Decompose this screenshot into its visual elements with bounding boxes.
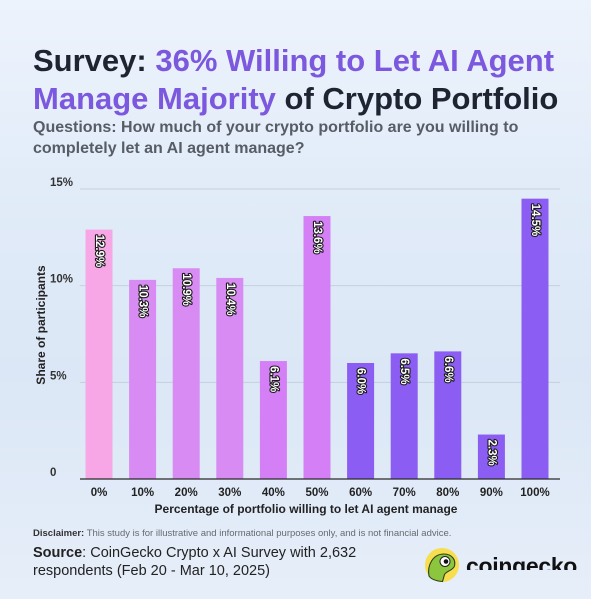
logo-wordmark: coingecko (466, 553, 578, 570)
bar (477, 434, 505, 479)
y-tick-label: 10% (50, 274, 73, 286)
bar (434, 351, 462, 479)
coingecko-gecko-icon (425, 548, 459, 583)
title-segment-highlight: 36% Willing to Let AI Agent (155, 43, 555, 78)
bar (172, 268, 200, 479)
bar-data-label: 6.1% (267, 366, 279, 392)
y-axis-title: Share of participants (34, 265, 48, 385)
y-tick-label: 0 (50, 467, 56, 479)
bar-data-label: 13.6% (311, 221, 323, 254)
x-tick-label: 90% (480, 487, 503, 499)
x-tick-label: 30% (218, 487, 241, 499)
x-tick-label: 10% (131, 487, 154, 499)
bar (347, 363, 375, 479)
source-label: Source (33, 545, 83, 561)
x-axis-title: Percentage of portfolio willing to let A… (155, 502, 458, 516)
y-tick-label: 15% (50, 177, 73, 189)
bar-data-label: 12.9% (93, 235, 105, 268)
bar (259, 361, 287, 479)
x-tick-label: 40% (262, 487, 285, 499)
y-tick-label: 5% (50, 370, 67, 382)
bar (129, 279, 157, 479)
source-note: Source: CoinGecko Crypto x AI Survey wit… (33, 544, 393, 580)
bar-data-label: 10.3% (137, 285, 149, 318)
x-tick-label: 100% (520, 487, 549, 499)
bar-data-label: 10.4% (224, 283, 236, 316)
bar-data-label: 6.5% (398, 358, 410, 384)
disclaimer-text: This study is for illustrative and infor… (84, 528, 452, 539)
bar-data-label: 14.5% (529, 204, 541, 237)
bar-data-label: 10.9% (180, 273, 192, 306)
title-segment-survey: Survey: (33, 43, 156, 78)
source-text: : CoinGecko Crypto x AI Survey with 2,63… (33, 545, 357, 579)
bar (303, 216, 331, 480)
logo-wordmark-clip: coingecko (466, 553, 586, 570)
x-tick-label: 80% (436, 487, 459, 499)
disclaimer: Disclaimer: This study is for illustrati… (33, 528, 451, 540)
axes: 0 5% 10% 15% 0% 10% 20% 30% 40% 50% 60% 70% 80% 90% 10… (50, 177, 560, 499)
logo-gecko-pupil (443, 559, 449, 564)
bar (216, 277, 244, 479)
bar (85, 229, 113, 479)
bar-data-label: 6.0% (355, 368, 367, 394)
bars: 12.9% 10.3% 10.9% 10.4% 6.1% 13.6% 6.0% 6.5% 6.6… (85, 198, 549, 480)
bar-data-label: 2.3% (485, 440, 497, 466)
x-tick-label: 60% (349, 487, 372, 499)
chart-subtitle: Questions: How much of your crypto portf… (33, 119, 519, 157)
bar (390, 353, 418, 479)
x-tick-label: 20% (175, 487, 198, 499)
bar-data-label: 6.6% (442, 356, 454, 382)
x-tick-label: 0% (91, 487, 108, 499)
x-tick-label: 50% (305, 487, 328, 499)
bar-chart: 12.9% 10.3% 10.9% 10.4% 6.1% 13.6% 6.0% 6.5% 6.6… (34, 177, 560, 516)
title-segment-portfolio: of Crypto Portfolio (275, 81, 559, 116)
chart-title: Survey: 36% Willing to Let AI Agent Manag… (33, 42, 558, 118)
x-tick-label: 70% (393, 487, 416, 499)
title-segment-majority: Manage Majority (33, 81, 276, 116)
disclaimer-label: Disclaimer: (33, 528, 85, 539)
bar (521, 198, 549, 479)
